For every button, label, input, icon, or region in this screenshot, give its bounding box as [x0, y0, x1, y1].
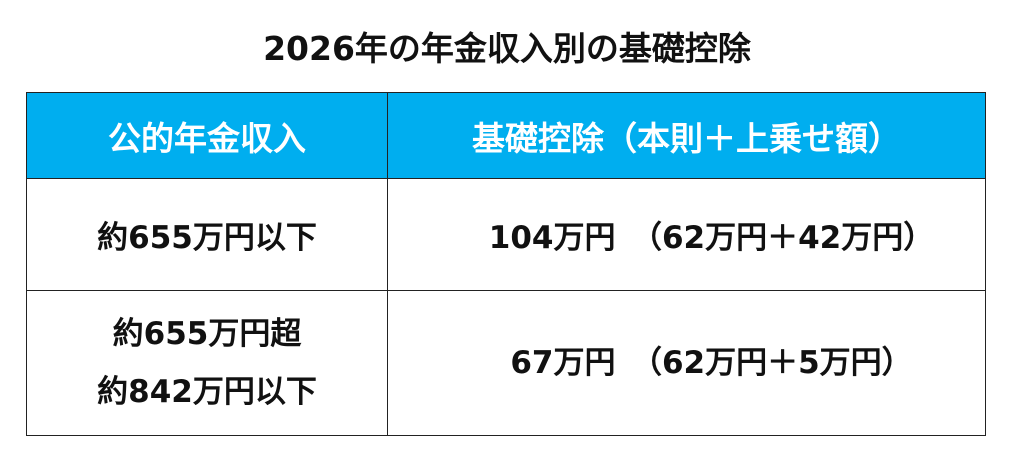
- deduction-cell: 67万円 （62万円＋5万円）: [387, 290, 986, 436]
- income-text: 約842万円以下: [97, 374, 317, 410]
- deduction-table: 公的年金収入 基礎控除（本則＋上乗せ額） 約655万円以下 104万円 （62万…: [26, 92, 986, 436]
- income-text: 約655万円以下: [97, 220, 317, 256]
- deduction-cell: 104万円 （62万円＋42万円）: [387, 178, 986, 291]
- income-cell: 約655万円以下: [26, 178, 388, 291]
- income-text: 約655万円超: [112, 316, 302, 352]
- income-cell: 約655万円超 約842万円以下: [26, 290, 388, 436]
- table-header-row: 公的年金収入 基礎控除（本則＋上乗せ額）: [26, 92, 986, 179]
- header-basic-deduction: 基礎控除（本則＋上乗せ額）: [387, 92, 986, 179]
- page-title: 2026年の年金収入別の基礎控除: [263, 29, 751, 68]
- table-row: 約655万円以下 104万円 （62万円＋42万円）: [26, 178, 986, 291]
- header-pension-income: 公的年金収入: [26, 92, 388, 179]
- table-row: 約655万円超 約842万円以下 67万円 （62万円＋5万円）: [26, 290, 986, 436]
